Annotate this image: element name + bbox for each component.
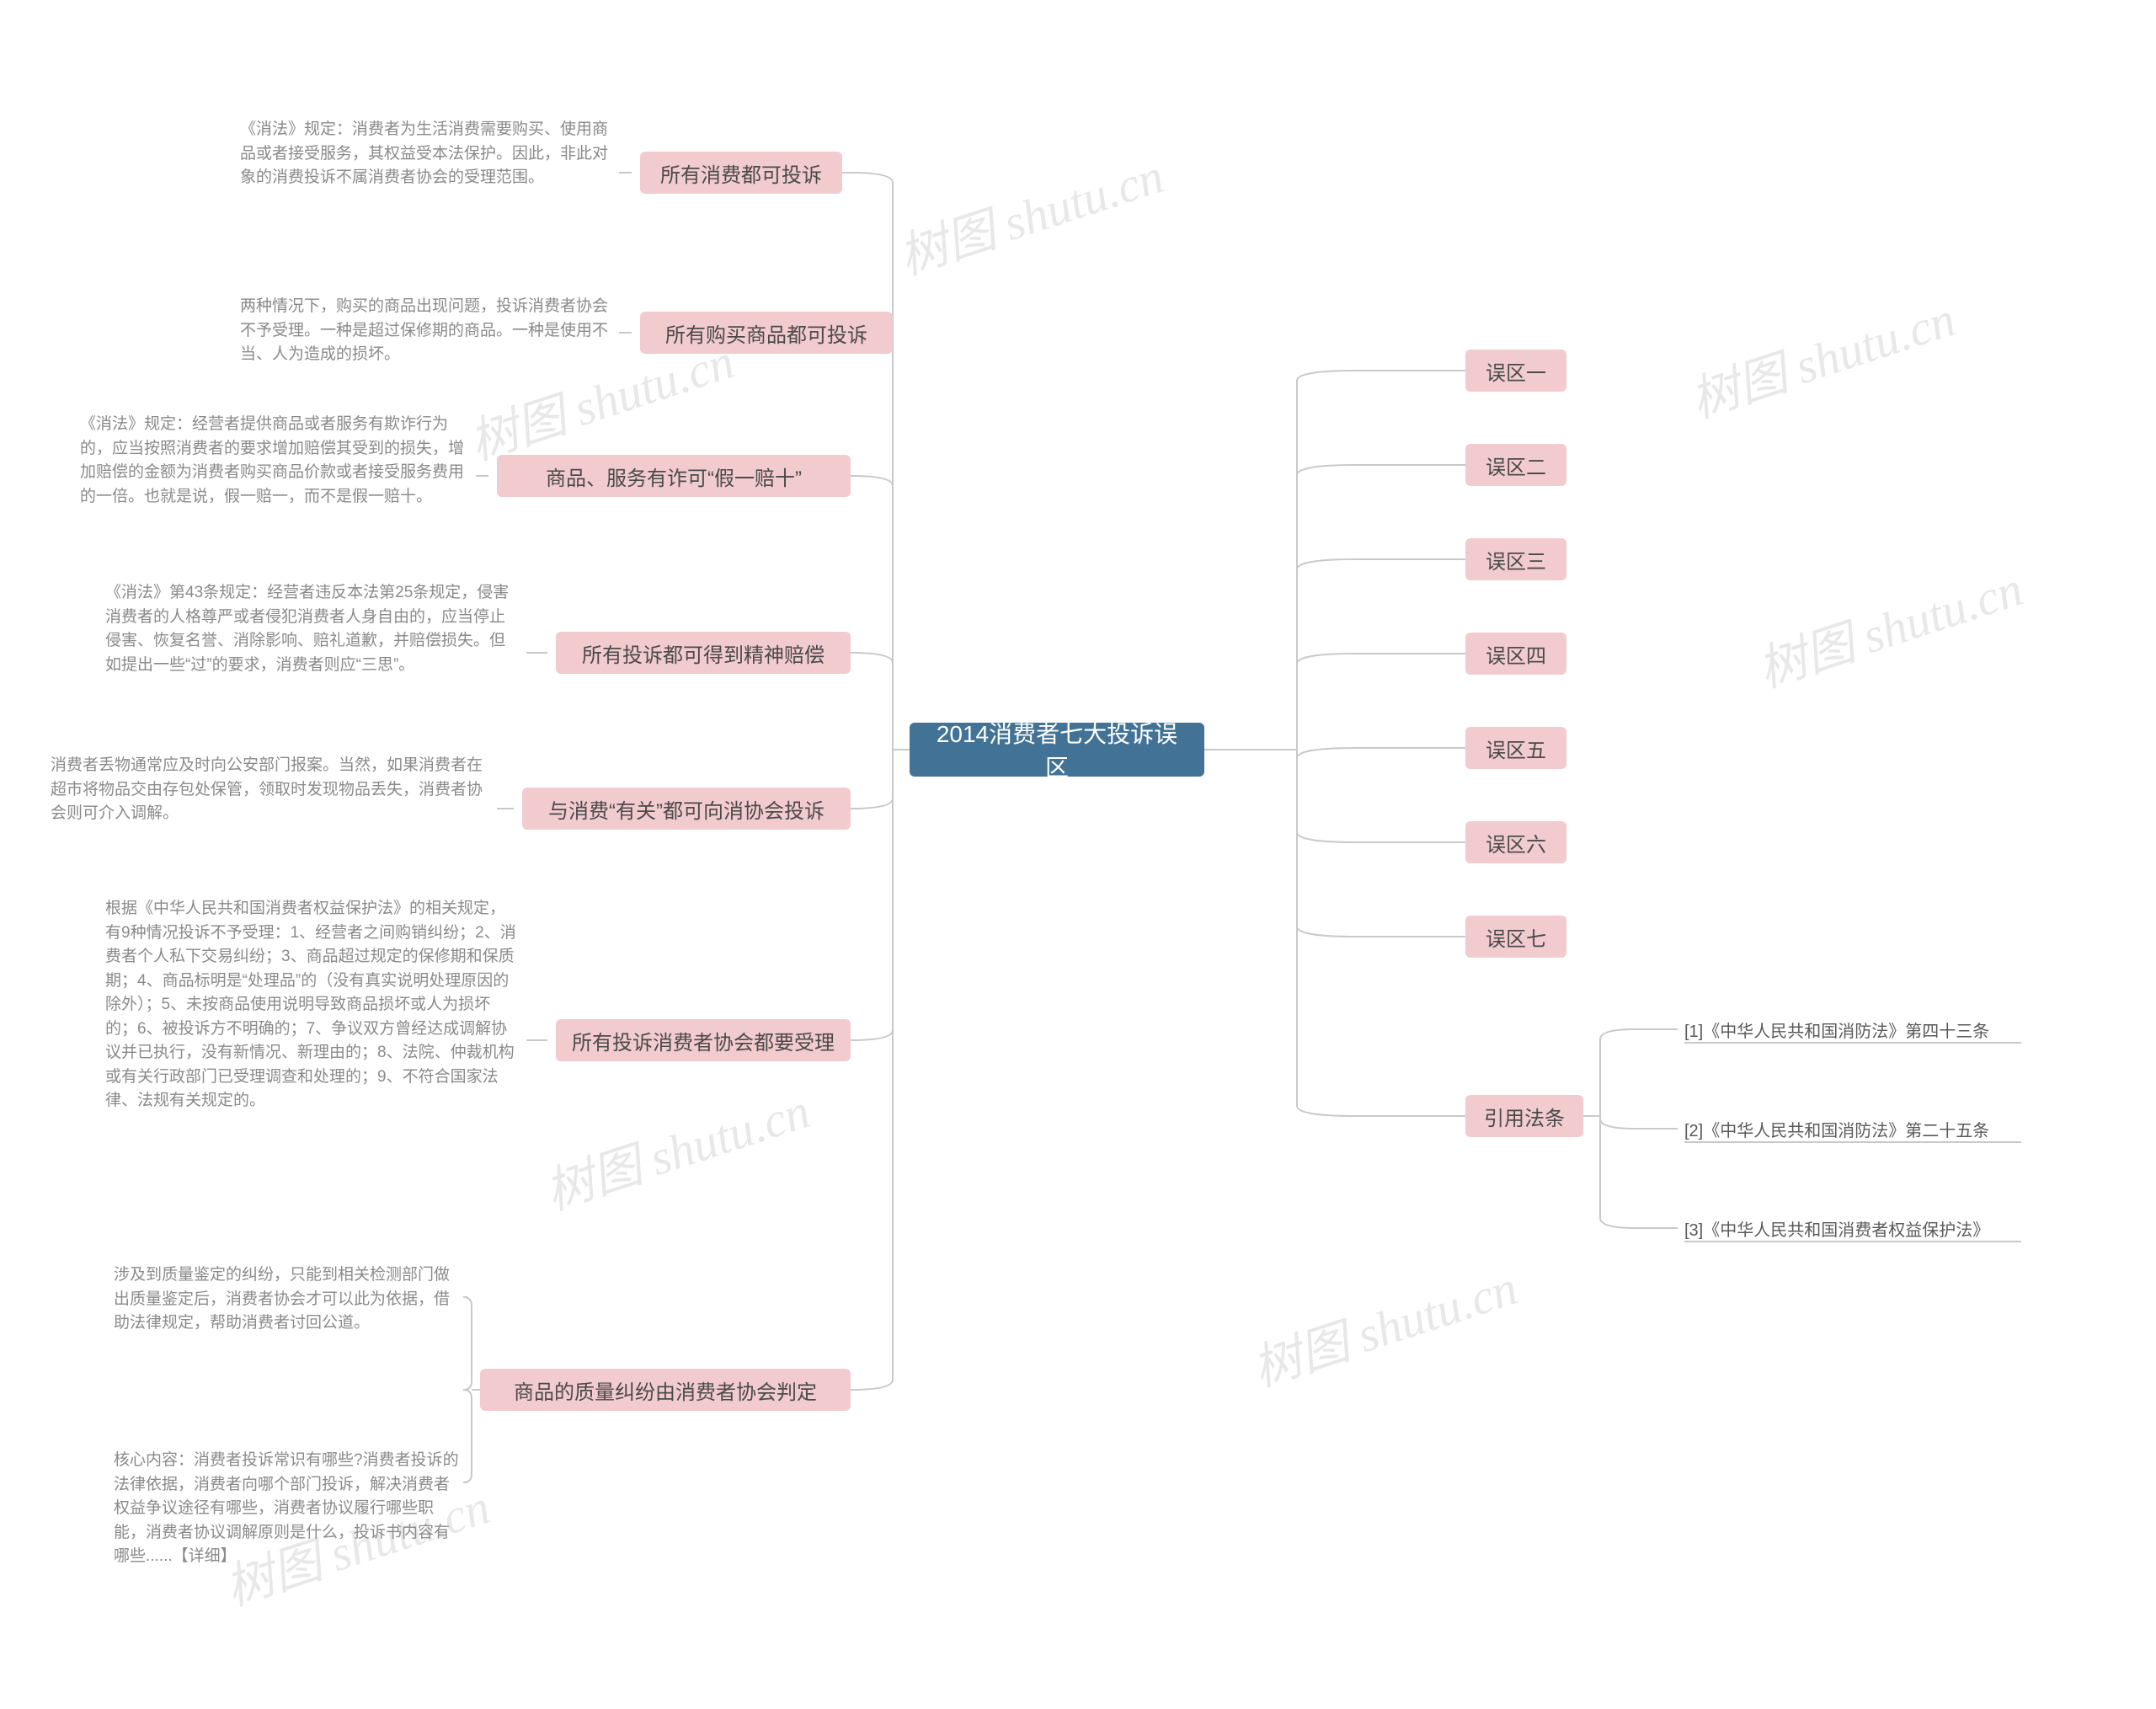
watermark: 树图 shutu.cn	[535, 1071, 817, 1223]
right-node-label: 误区七	[1486, 922, 1546, 952]
right-node: 误区四	[1465, 633, 1566, 675]
left-node-label: 商品的质量纠纷由消费者协会判定	[514, 1375, 817, 1405]
left-node: 所有购买商品都可投诉	[640, 312, 893, 354]
right-node: 误区三	[1465, 538, 1566, 580]
left-node-label: 所有投诉消费者协会都要受理	[572, 1026, 835, 1055]
watermark: 树图 shutu.cn	[889, 136, 1171, 288]
watermark: 树图 shutu.cn	[1242, 1248, 1524, 1400]
right-node-label: 误区五	[1486, 734, 1546, 763]
left-node: 与消费“有关”都可向消协会投诉	[522, 788, 851, 830]
left-node-desc: 《消法》规定：经营者提供商品或者服务有欺诈行为的，应当按照消费者的要求增加赔偿其…	[80, 413, 467, 509]
right-node-label: 误区二	[1486, 451, 1546, 480]
root-label: 2014消费者七大投诉误区	[925, 716, 1189, 783]
left-node: 商品的质量纠纷由消费者协会判定	[480, 1369, 851, 1411]
law-item: [2]《中华人民共和国消防法》第二十五条	[1684, 1117, 1989, 1141]
right-law-label: 引用法条	[1484, 1102, 1565, 1131]
left-node: 商品、服务有诈可“假一赔十”	[497, 455, 851, 497]
left-node-desc: 消费者丢物通常应及时向公安部门报案。当然，如果消费者在超市将物品交由存包处保管，…	[51, 754, 488, 826]
law-item: [3]《中华人民共和国消费者权益保护法》	[1684, 1216, 1989, 1241]
right-law-node: 引用法条	[1465, 1095, 1583, 1137]
right-node: 误区一	[1465, 350, 1566, 392]
left-node-desc: 涉及到质量鉴定的纠纷，只能到相关检测部门做出质量鉴定后，消费者协会才可以此为依据…	[114, 1263, 459, 1336]
root-node: 2014消费者七大投诉误区	[910, 723, 1204, 777]
left-node-desc: 《消法》第43条规定：经营者违反本法第25条规定，侵害消费者的人格尊严或者侵犯消…	[105, 581, 518, 677]
left-node-desc: 核心内容：消费者投诉常识有哪些?消费者投诉的法律依据，消费者向哪个部门投诉，解决…	[114, 1449, 459, 1569]
left-node-label: 商品、服务有诈可“假一赔十”	[546, 462, 802, 491]
left-node-label: 所有消费都可投诉	[660, 158, 822, 188]
law-item: [1]《中华人民共和国消防法》第四十三条	[1684, 1017, 1989, 1042]
right-node-label: 误区一	[1486, 356, 1546, 386]
right-node-label: 误区三	[1486, 545, 1546, 574]
left-node-label: 所有投诉都可得到精神赔偿	[582, 638, 825, 668]
left-node-desc: 根据《中华人民共和国消费者权益保护法》的相关规定，有9种情况投诉不予受理：1、经…	[105, 897, 518, 1114]
right-node: 误区二	[1465, 444, 1566, 486]
left-node: 所有投诉消费者协会都要受理	[556, 1019, 851, 1061]
left-node-label: 所有购买商品都可投诉	[665, 318, 867, 348]
left-node: 所有消费都可投诉	[640, 152, 842, 194]
left-node-desc: 《消法》规定：消费者为生活消费需要购买、使用商品或者接受服务，其权益受本法保护。…	[240, 118, 611, 190]
right-node: 误区七	[1465, 916, 1566, 958]
left-node-desc: 两种情况下，购买的商品出现问题，投诉消费者协会不予受理。一种是超过保修期的商品。…	[240, 295, 611, 367]
left-node: 所有投诉都可得到精神赔偿	[556, 632, 851, 674]
right-node-label: 误区四	[1486, 639, 1546, 669]
watermark: 树图 shutu.cn	[1748, 549, 2030, 701]
watermark: 树图 shutu.cn	[1680, 280, 1962, 431]
right-node-label: 误区六	[1486, 828, 1546, 857]
left-node-label: 与消费“有关”都可向消协会投诉	[548, 794, 825, 824]
right-node: 误区六	[1465, 821, 1566, 863]
right-node: 误区五	[1465, 727, 1566, 769]
